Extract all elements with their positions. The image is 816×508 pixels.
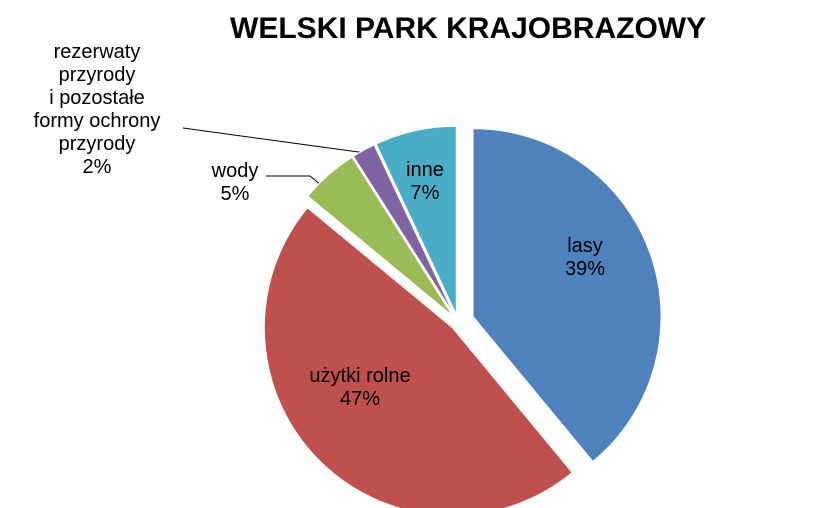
chart-title: WELSKI PARK KRAJOBRAZOWY — [230, 12, 707, 45]
value-label: 47% — [339, 388, 381, 410]
value-label: 2% — [82, 156, 112, 178]
leader-line — [182, 127, 367, 154]
leader-line — [266, 175, 323, 187]
slice-label: użytki rolne 47% — [309, 365, 410, 411]
pie-slice — [307, 156, 454, 317]
value-label: 39% — [564, 258, 606, 280]
slice-label: wody 5% — [212, 160, 259, 206]
pie-slice — [352, 144, 455, 316]
value-label: 7% — [410, 182, 440, 204]
pie-slice — [472, 128, 662, 463]
value-label: 5% — [220, 183, 250, 205]
category-label: rezerwaty przyrody i pozostałe formy och… — [33, 41, 161, 155]
category-label: użytki rolne — [309, 365, 411, 387]
category-label: wody — [211, 160, 259, 182]
pie-slice — [263, 207, 573, 508]
slice-label: inne 7% — [406, 159, 444, 205]
category-label: lasy — [567, 235, 603, 257]
pie-slice — [375, 125, 457, 315]
slice-label: lasy 39% — [565, 235, 605, 281]
category-label: inne — [406, 159, 444, 181]
slice-label: rezerwaty przyrody i pozostałe formy och… — [34, 41, 161, 179]
